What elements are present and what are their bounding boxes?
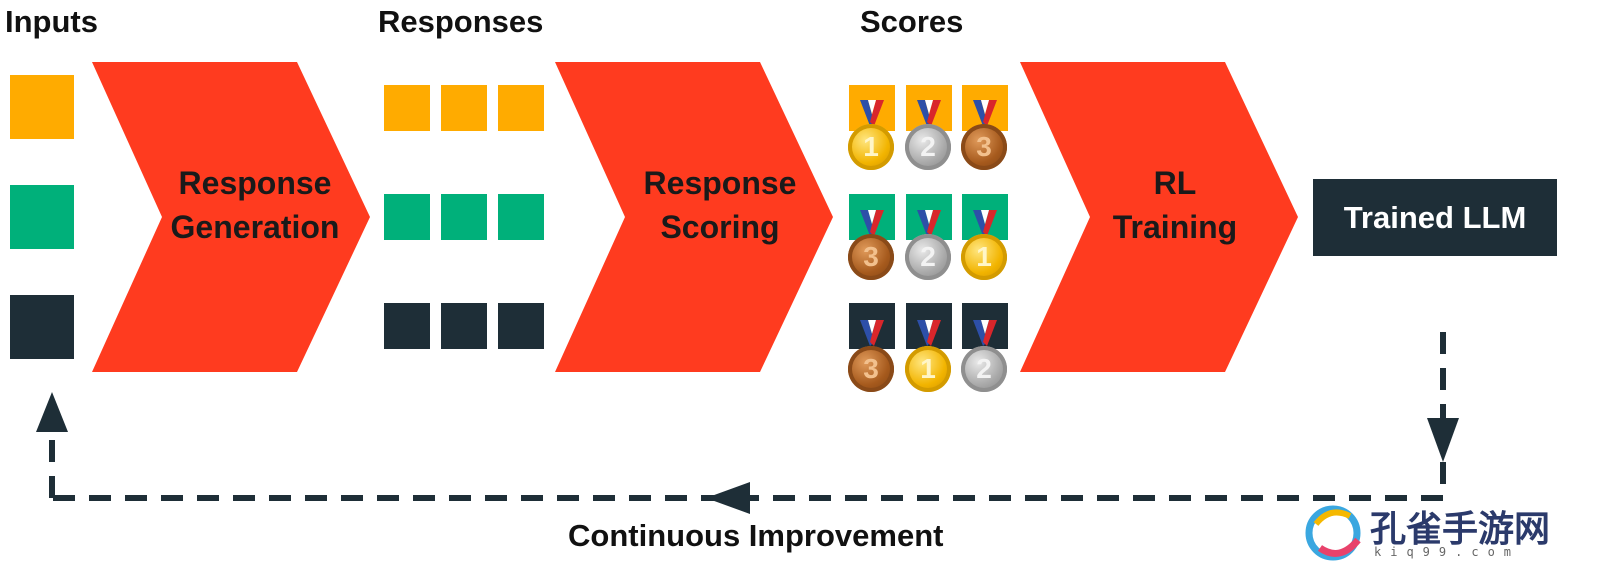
rl-training-line2: Training — [1112, 209, 1238, 245]
ribbon-icon — [973, 100, 997, 126]
watermark-subtext: kiq99.com — [1374, 545, 1521, 559]
response-scoring-line1: Response — [643, 165, 797, 201]
response-scoring-line2: Scoring — [660, 209, 780, 245]
ribbon-icon — [917, 100, 941, 126]
response-square-orange-1 — [384, 85, 430, 131]
up-arrow-icon — [36, 392, 68, 432]
response-generation-line1: Response — [178, 165, 332, 201]
ribbon-icon — [860, 320, 884, 346]
medal-bronze-icon: 3 — [848, 346, 894, 392]
response-scoring-label: Response Scoring — [625, 150, 815, 260]
response-generation-label: Response Generation — [160, 150, 350, 260]
response-square-green-1 — [384, 194, 430, 240]
medal-silver-icon: 2 — [905, 124, 951, 170]
trained-llm-box: Trained LLM — [1313, 179, 1557, 256]
inputs-header: Inputs — [5, 4, 98, 39]
medal-bronze-icon: 3 — [961, 124, 1007, 170]
ribbon-icon — [973, 210, 997, 236]
response-generation-line2: Generation — [170, 209, 340, 245]
medal-silver-icon: 2 — [905, 234, 951, 280]
input-square-green — [10, 185, 74, 249]
response-square-orange-3 — [498, 85, 544, 131]
responses-header: Responses — [378, 4, 544, 39]
medal-gold-icon: 1 — [905, 346, 951, 392]
ribbon-icon — [973, 320, 997, 346]
watermark-text: 孔雀手游网 — [1370, 508, 1551, 550]
ribbon-icon — [860, 210, 884, 236]
scores-header: Scores — [860, 4, 964, 39]
left-arrow-icon — [706, 482, 750, 514]
response-square-dark-1 — [384, 303, 430, 349]
response-generation-chevron — [92, 62, 370, 372]
rl-training-label: RL Training — [1080, 150, 1270, 260]
response-scoring-chevron — [555, 62, 833, 372]
ribbon-icon — [860, 100, 884, 126]
rl-training-line1: RL — [1153, 165, 1197, 201]
rl-training-chevron — [1020, 62, 1298, 372]
response-square-dark-2 — [441, 303, 487, 349]
response-square-green-2 — [441, 194, 487, 240]
ribbon-icon — [917, 210, 941, 236]
input-square-orange — [10, 75, 74, 139]
watermark-logo-icon — [1305, 505, 1361, 561]
response-square-green-3 — [498, 194, 544, 240]
medal-gold-icon: 1 — [848, 124, 894, 170]
medal-silver-icon: 2 — [961, 346, 1007, 392]
ribbon-icon — [917, 320, 941, 346]
down-arrow-icon — [1427, 418, 1459, 462]
response-square-orange-2 — [441, 85, 487, 131]
input-square-dark — [10, 295, 74, 359]
response-square-dark-3 — [498, 303, 544, 349]
trained-llm-label: Trained LLM — [1343, 199, 1527, 235]
medal-gold-icon: 1 — [961, 234, 1007, 280]
medal-bronze-icon: 3 — [848, 234, 894, 280]
continuous-improvement-label: Continuous Improvement — [568, 518, 944, 553]
